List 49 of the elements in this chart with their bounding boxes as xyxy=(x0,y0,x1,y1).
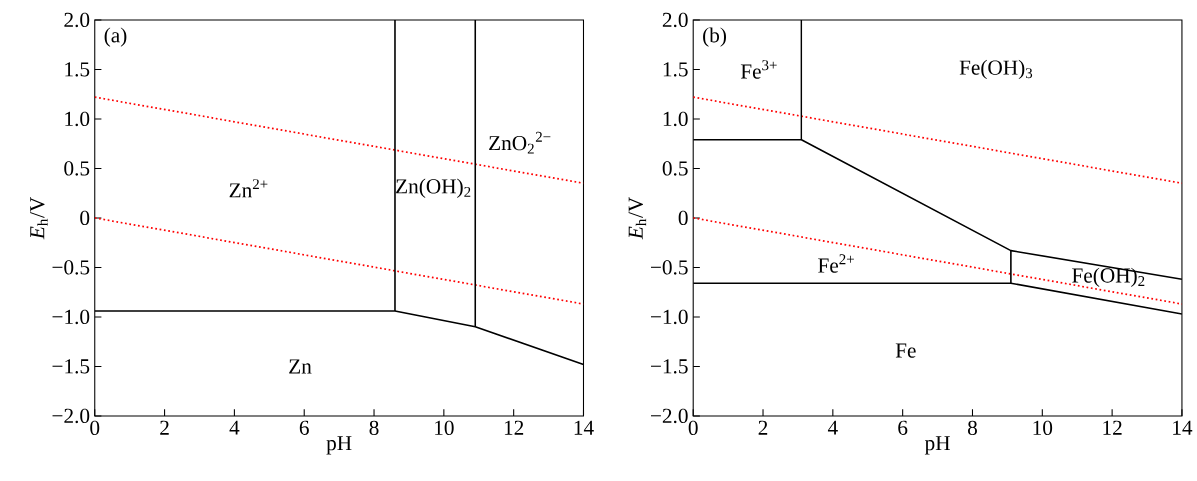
y-axis-title: E$_{h}$/V xyxy=(30,197,48,240)
y-tick-label: 0.5 xyxy=(662,161,688,176)
x-tick-label: 2 xyxy=(160,420,169,435)
annotation: Fe xyxy=(895,343,916,358)
x-tick-label: 12 xyxy=(504,420,524,435)
y-tick-label: 1.0 xyxy=(663,111,688,127)
y-tick-label: 1.5 xyxy=(663,62,688,77)
y-tick-label: 2.0 xyxy=(64,12,90,28)
annotation: Zn xyxy=(289,359,312,374)
x-tick-label: 6 xyxy=(898,420,908,436)
annotation: (b) xyxy=(703,27,727,47)
x-tick-label: 0 xyxy=(688,420,698,436)
y-tick-label: −0.5 xyxy=(650,260,688,275)
x-tick-label: 0 xyxy=(90,420,100,436)
y-tick-label: −1.5 xyxy=(650,359,688,374)
annotation: (a) xyxy=(104,27,127,47)
x-axis-title: pH xyxy=(326,436,352,455)
annotation: Fe$^{3+}$ xyxy=(740,60,777,79)
x-tick-label: 10 xyxy=(435,420,454,436)
x-axis-title: pH xyxy=(924,436,950,455)
y-tick-label: 1.5 xyxy=(65,62,90,77)
x-tick-label: 6 xyxy=(299,420,309,436)
y-tick-label: −2.0 xyxy=(52,408,90,424)
y-tick-label: 2.0 xyxy=(662,12,688,28)
y-tick-label: 0.5 xyxy=(64,161,90,176)
x-tick-label: 10 xyxy=(1033,420,1053,436)
y-tick-label: 0 xyxy=(80,210,90,226)
y-tick-label: 1.0 xyxy=(65,111,90,127)
x-tick-label: 14 xyxy=(574,420,594,435)
x-tick-label: 2 xyxy=(758,420,768,435)
y-tick-label: 0 xyxy=(678,210,688,226)
y-tick-label: −0.5 xyxy=(52,260,90,275)
x-tick-label: 14 xyxy=(1173,420,1193,435)
x-tick-label: 8 xyxy=(967,420,977,436)
annotation: Fe(OH)$_{2}$ xyxy=(1072,267,1145,288)
y-tick-label: −1.0 xyxy=(52,309,90,325)
annotation: Zn$^{2+}$ xyxy=(229,179,268,198)
y-tick-label: −1.0 xyxy=(650,309,688,325)
annotation: ZnO$_{2}$2− xyxy=(489,132,551,154)
x-tick-label: 12 xyxy=(1103,420,1122,435)
annotation: Fe$^{2+}$ xyxy=(818,254,854,273)
x-tick-label: 8 xyxy=(369,420,379,436)
y-axis-title: E$_{h}$/V xyxy=(628,197,647,240)
x-tick-label: 4 xyxy=(827,420,838,435)
y-tick-label: −1.5 xyxy=(52,359,90,374)
y-tick-label: −2.0 xyxy=(650,408,688,424)
x-tick-label: 4 xyxy=(229,420,240,435)
annotation: Fe(OH)$_{3}$ xyxy=(959,59,1033,80)
annotation: Zn(OH)$_{2}$ xyxy=(396,178,471,198)
